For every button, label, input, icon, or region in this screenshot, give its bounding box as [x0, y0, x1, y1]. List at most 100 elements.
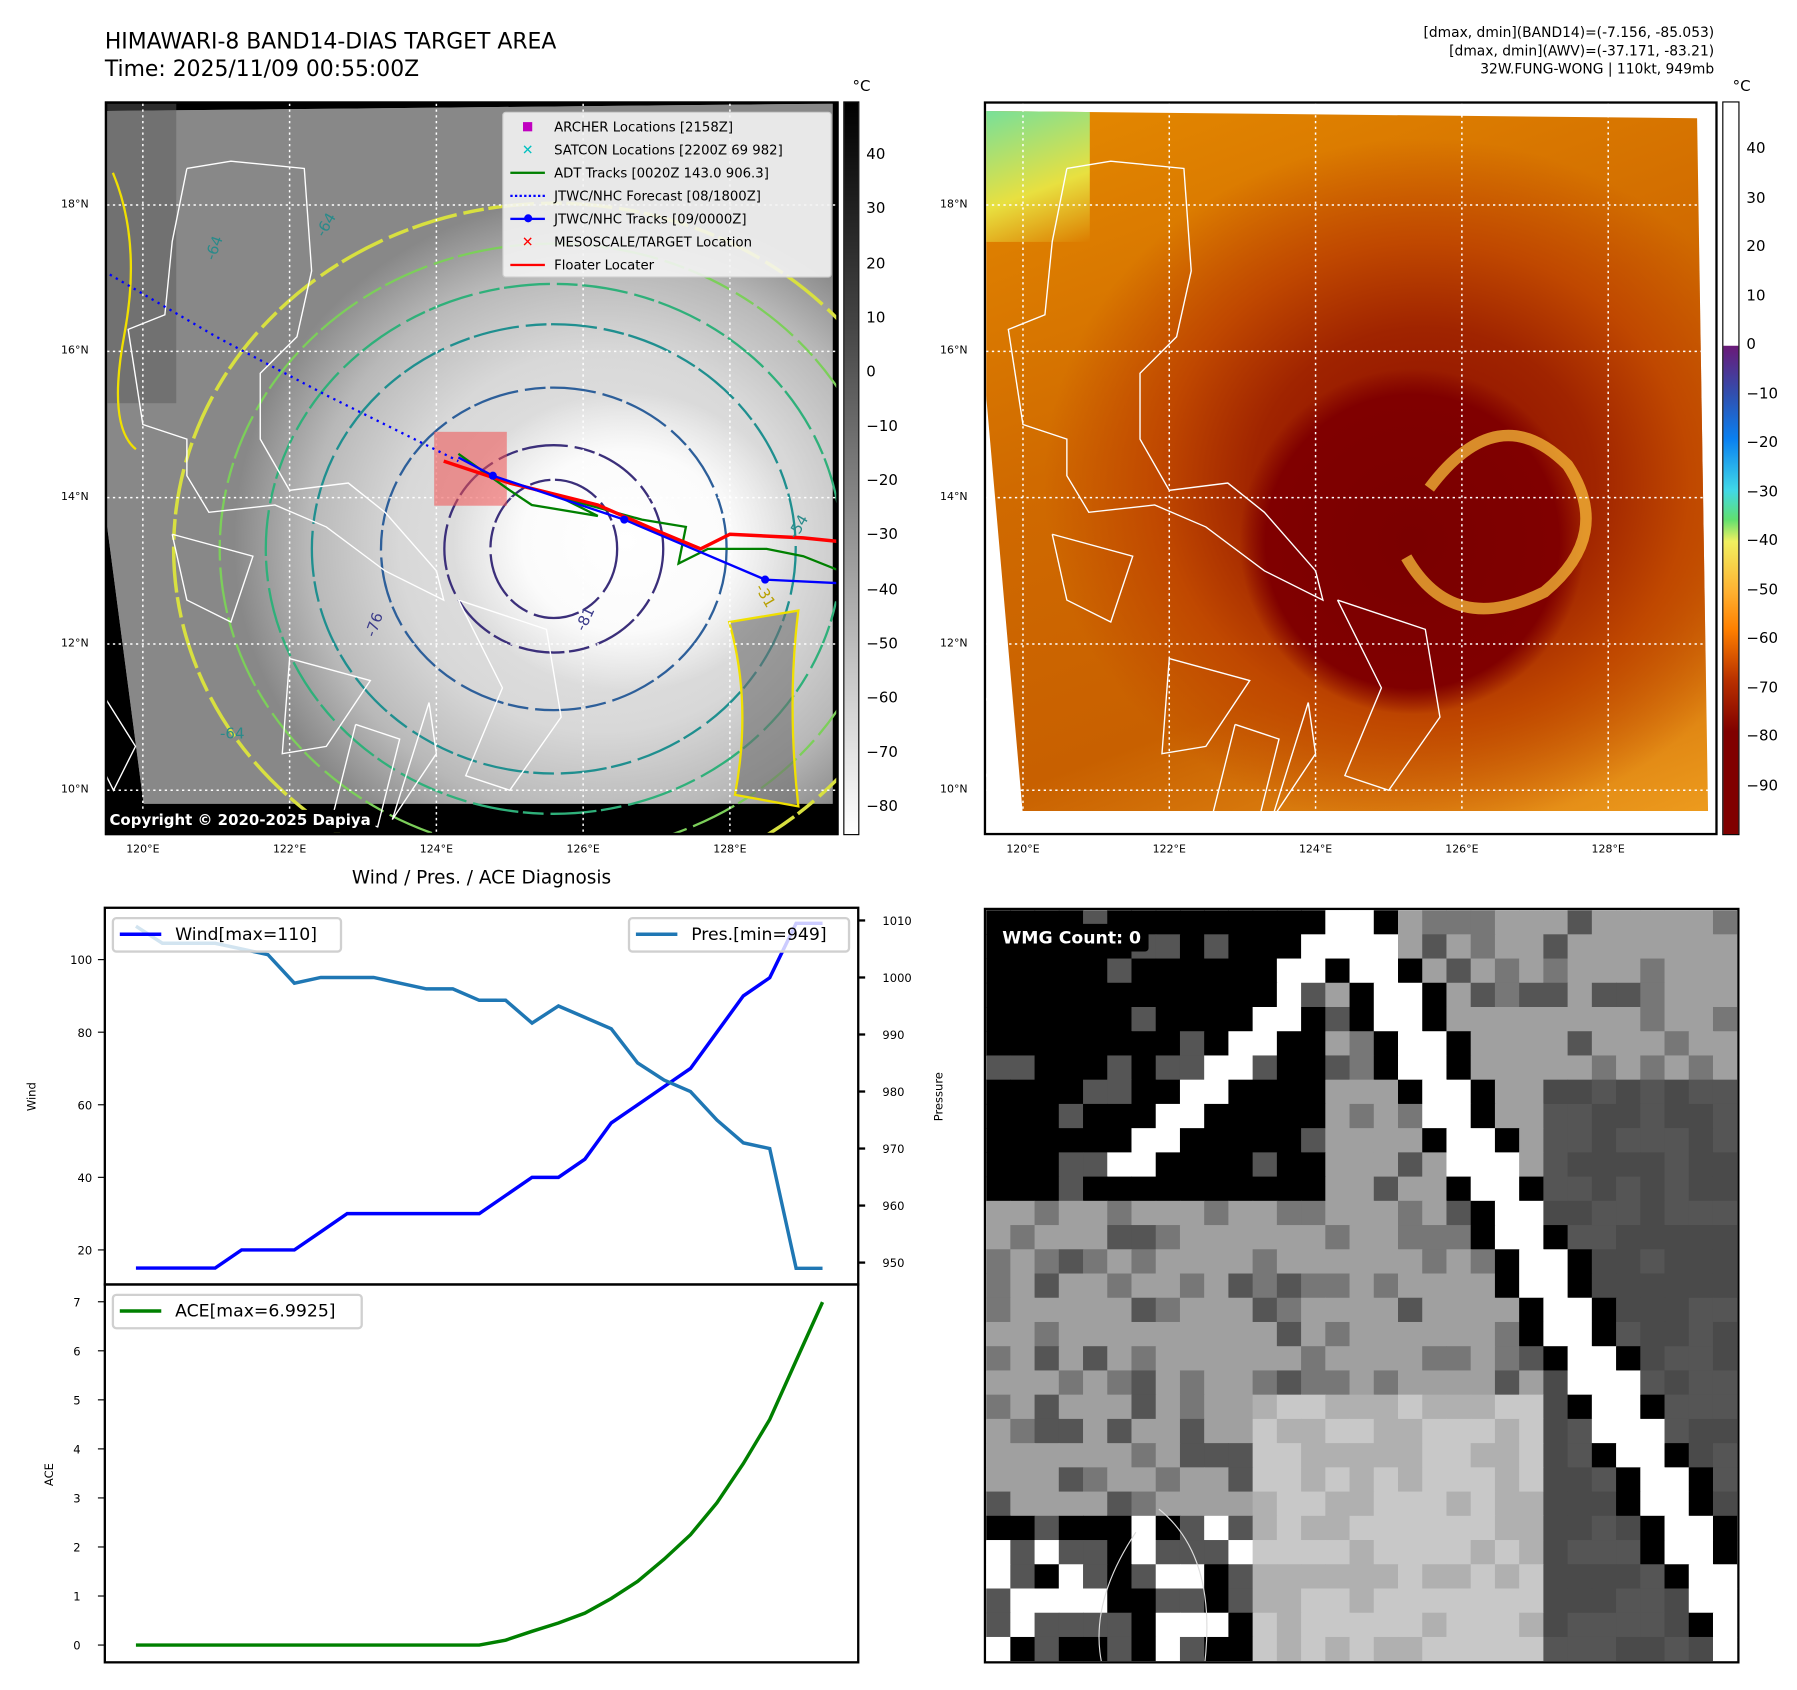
legend-label: MESOSCALE/TARGET Location: [554, 233, 753, 250]
wmg-cell: [1058, 1006, 1084, 1032]
wmg-cell: [1519, 1200, 1544, 1226]
colorbar2-tick-label: −50: [1746, 581, 1779, 599]
lat-tick-label: 12°N: [61, 637, 89, 650]
wmg-cell: [1494, 1200, 1520, 1226]
legend-item: ADT Tracks [0020Z 143.0 906.3]: [503, 162, 769, 183]
jtwc-track-point[interactable]: [488, 471, 497, 480]
wmg-cell: [1301, 1515, 1326, 1541]
wmg-cell: [1494, 1225, 1520, 1250]
wmg-cell: [1398, 1176, 1423, 1202]
wmg-cell: [1470, 1346, 1496, 1372]
coastline: [1336, 599, 1441, 792]
colorbar1-tick-label: −20: [866, 472, 898, 490]
wmg-cell: [1179, 1370, 1205, 1396]
dotted-marker-icon: [508, 194, 547, 197]
wmg-cell: [1616, 934, 1641, 960]
wmg-cell: [1276, 1103, 1302, 1129]
wmg-cell: [1179, 1443, 1205, 1468]
wmg-cell: [1422, 910, 1448, 935]
wmg-cell: [1664, 1370, 1690, 1396]
pressure-legend-label: Pres.[min=949]: [691, 925, 826, 945]
wmg-cell: [1325, 1636, 1351, 1662]
coastline: [1271, 702, 1317, 820]
wmg-cell: [1107, 1031, 1133, 1057]
wmg-cell: [1398, 1540, 1423, 1565]
wmg-cell: [1252, 982, 1278, 1008]
wmg-cell: [1301, 1031, 1326, 1057]
wmg-cell: [1712, 1128, 1738, 1153]
wmg-cell: [1349, 1394, 1375, 1420]
wmg-cell: [1543, 1612, 1569, 1638]
wmg-cell: [1688, 1394, 1714, 1420]
wmg-cell: [1616, 1515, 1641, 1541]
wmg-cell: [1107, 1103, 1133, 1129]
wmg-cell: [1398, 1443, 1423, 1468]
wmg-cell: [986, 1540, 1011, 1565]
wmg-cell: [1422, 1103, 1448, 1129]
wmg-cell: [986, 1370, 1011, 1396]
jtwc-track-point[interactable]: [761, 575, 770, 584]
wmg-cell: [1034, 958, 1060, 984]
wmg-cell: [1204, 910, 1229, 935]
wmg-cell: [1010, 1394, 1036, 1420]
wmg-cell: [1446, 1564, 1472, 1590]
wmg-cell: [1543, 1249, 1569, 1275]
wmg-cell: [1422, 982, 1448, 1008]
wmg-cell: [1567, 1443, 1593, 1468]
wmg-cell: [1179, 1055, 1205, 1081]
wmg-cell: [1398, 1006, 1423, 1032]
wmg-cell: [1301, 1225, 1326, 1250]
wmg-cell: [1252, 1394, 1278, 1420]
wmg-cell: [1325, 1467, 1351, 1493]
wmg-cell: [1325, 1031, 1351, 1057]
colorbar2-tick-label: 10: [1746, 287, 1766, 306]
coastline: [1212, 723, 1280, 828]
wmg-cell: [1398, 934, 1423, 960]
wmg-cell: [1446, 1006, 1472, 1032]
wmg-cell: [1446, 1297, 1472, 1323]
wmg-cell: [1616, 1200, 1641, 1226]
wmg-cell: [1301, 1612, 1326, 1638]
ir-contour-map[interactable]: -64 -64 -76 -81 -64 -54 -31 ARCHER Locat…: [104, 101, 839, 836]
wmg-cell: [1543, 1321, 1569, 1347]
wmg-cell: [1010, 1467, 1036, 1493]
wmg-cell: [986, 1249, 1011, 1275]
wmg-cell: [1155, 1636, 1181, 1662]
wmg-cell: [1083, 1273, 1108, 1299]
wmg-cell: [1519, 910, 1544, 935]
wmg-cell: [1010, 1612, 1036, 1638]
wmg-cell: [1616, 1564, 1641, 1590]
wmg-cell: [1204, 1200, 1229, 1226]
wmg-cell: [1494, 1249, 1520, 1275]
wmg-panel[interactable]: WMG Count: 0: [983, 907, 1740, 1664]
lat-tick-label: 18°N: [61, 198, 89, 211]
wmg-cell: [1470, 1394, 1496, 1420]
wmg-cell: [1591, 1225, 1617, 1250]
wmg-cell: [1228, 1006, 1254, 1032]
ace-tick-label: 7: [73, 1295, 80, 1309]
wmg-cell: [1494, 1128, 1520, 1153]
coastline: [391, 702, 438, 820]
wmg-cell: [1301, 1176, 1326, 1202]
figure-title: HIMAWARI-8 BAND14-DIAS TARGET AREA Time: …: [105, 28, 556, 83]
wmg-cell: [1567, 1346, 1593, 1372]
wmg-cell: [1470, 1636, 1496, 1662]
wmg-cell: [1640, 1540, 1666, 1565]
wmg-cell: [1228, 1564, 1254, 1590]
wmg-cell: [1276, 1588, 1302, 1614]
ir-color-map[interactable]: [983, 101, 1718, 836]
jtwc-track-point[interactable]: [620, 515, 629, 524]
wmg-cell: [1494, 1491, 1520, 1517]
adt-track[interactable]: [457, 452, 837, 571]
wmg-cell: [1010, 1200, 1036, 1226]
wmg-cell: [1591, 1006, 1617, 1032]
wmg-cell: [1422, 1297, 1448, 1323]
wmg-cell: [1325, 1491, 1351, 1517]
wmg-cell: [1664, 1443, 1690, 1468]
wmg-cell: [1083, 1467, 1108, 1493]
wmg-cell: [1373, 1636, 1399, 1662]
wmg-cell: [1179, 1225, 1205, 1250]
wmg-cell: [1131, 1370, 1157, 1396]
wmg-cell: [1373, 1152, 1399, 1178]
wmg-cell: [1010, 1225, 1036, 1250]
